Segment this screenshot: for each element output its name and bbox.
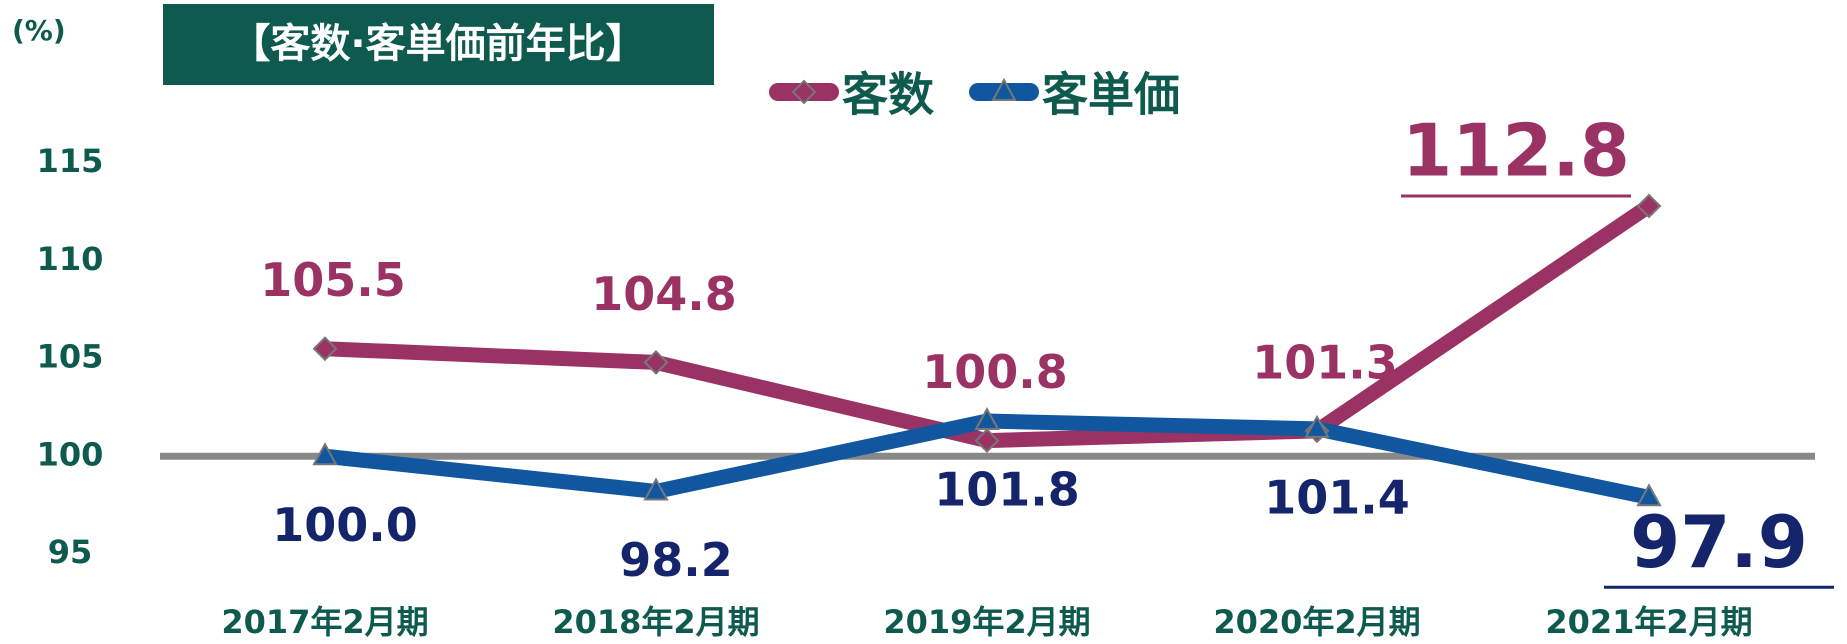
- marker: [312, 336, 338, 362]
- value-label: 101.4: [1264, 470, 1410, 524]
- y-tick-label: 95: [48, 533, 93, 571]
- title-box: [163, 4, 714, 85]
- marker: [1636, 193, 1662, 219]
- marker: [974, 406, 1000, 431]
- value-label: 101.8: [934, 463, 1080, 517]
- y-axis-label: (%): [12, 14, 66, 47]
- x-tick-label: 2017年2月期: [221, 603, 428, 641]
- marker: [312, 442, 338, 466]
- marker: [1304, 414, 1330, 438]
- x-tick-label: 2018年2月期: [552, 603, 759, 641]
- marker: [1636, 483, 1662, 507]
- legend-label: 客数: [842, 68, 934, 122]
- y-tick-label: 105: [37, 338, 104, 376]
- chart-title: 【客数·客単価前年比】: [230, 21, 645, 67]
- marker: [791, 79, 817, 105]
- value-label: 105.5: [260, 253, 406, 307]
- marker: [643, 349, 669, 375]
- x-tick-label: 2021年2月期: [1545, 603, 1752, 641]
- series-line: [324, 199, 1654, 449]
- y-tick-label: 100: [37, 435, 104, 473]
- value-label: 112.8: [1402, 109, 1630, 193]
- y-tick-label: 110: [37, 240, 104, 278]
- value-label: 100.0: [272, 498, 418, 552]
- value-label: 97.9: [1630, 500, 1808, 584]
- value-label: 100.8: [922, 345, 1068, 399]
- y-tick-label: 115: [37, 142, 104, 180]
- x-tick-label: 2019年2月期: [883, 603, 1090, 641]
- marker: [974, 428, 1000, 454]
- legend-label: 客単価: [1042, 68, 1180, 122]
- marker: [991, 77, 1017, 101]
- marker: [643, 477, 669, 501]
- value-label: 101.3: [1252, 335, 1398, 389]
- value-label: 104.8: [591, 267, 737, 321]
- value-label: 98.2: [619, 533, 733, 587]
- x-tick-label: 2020年2月期: [1213, 603, 1420, 641]
